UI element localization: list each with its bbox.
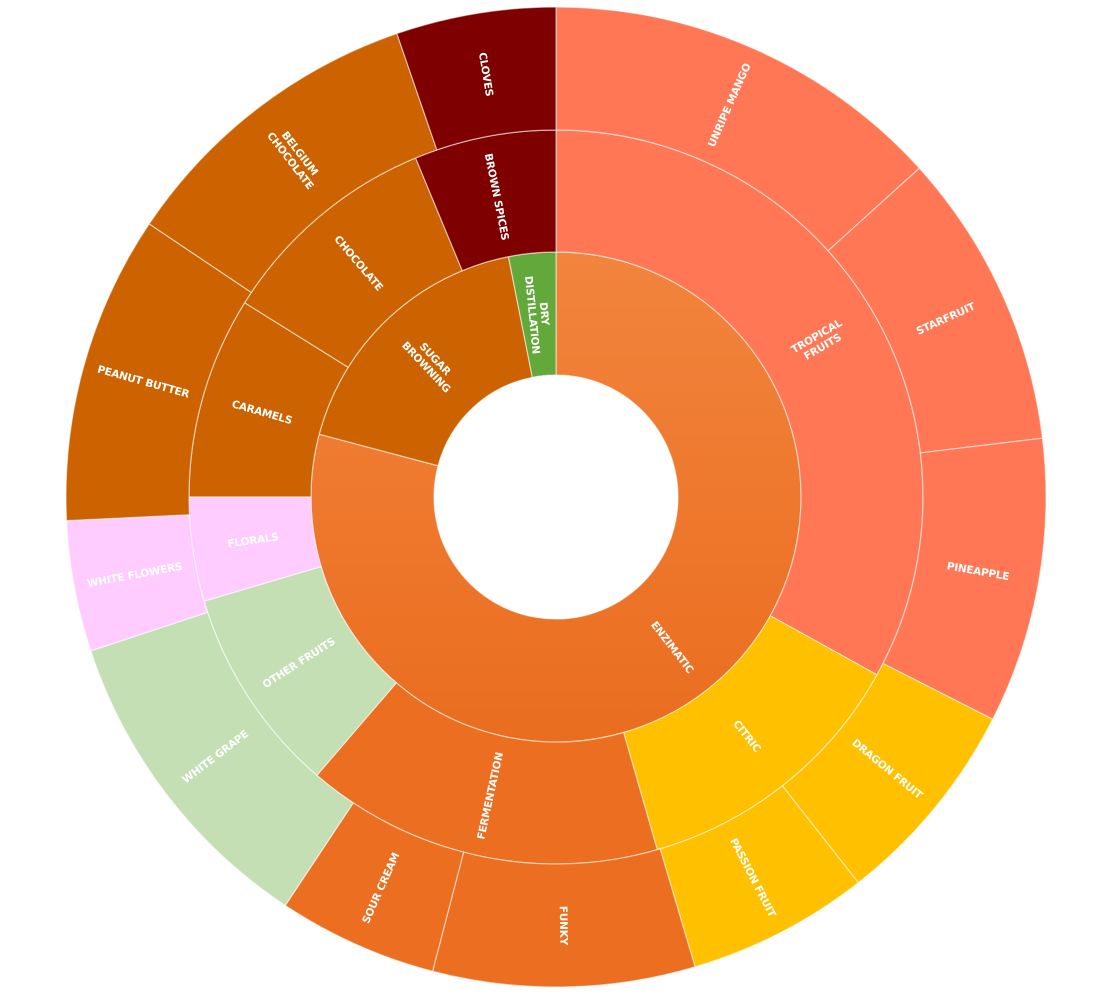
label-funky: FUNKY <box>557 906 570 946</box>
center-hole <box>434 375 678 619</box>
segment-cloves[interactable] <box>396 6 557 151</box>
